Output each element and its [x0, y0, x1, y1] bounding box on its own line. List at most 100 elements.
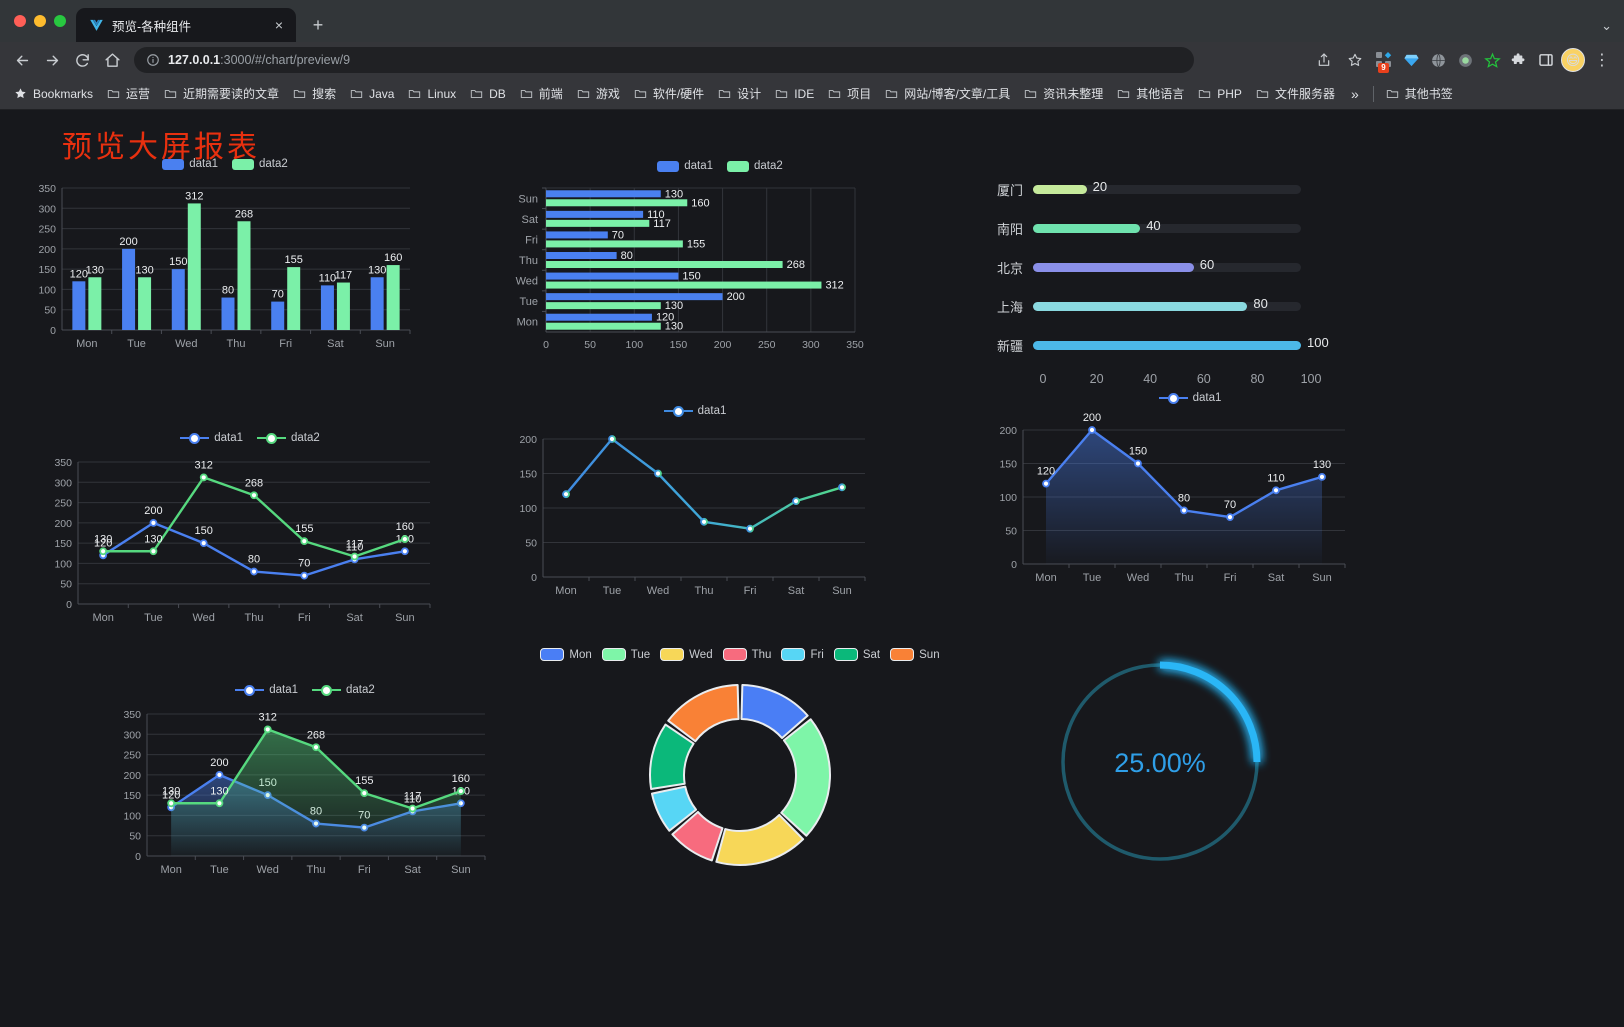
- url-host: 127.0.0.1: [168, 53, 221, 67]
- donut-slice[interactable]: [650, 785, 698, 832]
- bookmark-folder[interactable]: 软件/硬件: [628, 82, 710, 105]
- legend-item[interactable]: data1: [663, 405, 726, 417]
- bookmark-folder[interactable]: 前端: [514, 82, 569, 105]
- legend-item[interactable]: data1: [180, 432, 243, 444]
- bookmark-folder[interactable]: 搜索: [287, 82, 342, 105]
- browser-tab[interactable]: 预览-各种组件 ×: [76, 8, 296, 42]
- svg-text:350: 350: [123, 709, 141, 721]
- svg-text:130: 130: [665, 321, 683, 333]
- close-tab-button[interactable]: ×: [274, 17, 284, 33]
- area-single-chart: 0 50 100 150 200 Mon Tue Wed Thu Fri Sat Sun 120 200 1…: [999, 412, 1346, 584]
- bookmark-folder-label: Linux: [427, 86, 457, 101]
- legend-item[interactable]: data1: [657, 160, 713, 172]
- folder-icon: [885, 87, 899, 101]
- forward-button[interactable]: [38, 46, 66, 74]
- bookmarks-overflow-button[interactable]: »: [1350, 85, 1359, 102]
- side-panel-icon[interactable]: [1534, 48, 1558, 72]
- svg-text:160: 160: [384, 252, 402, 264]
- bookmark-folder[interactable]: Java: [344, 84, 400, 104]
- donut-slice[interactable]: [671, 810, 724, 862]
- bookmark-folder[interactable]: 游戏: [571, 82, 626, 105]
- svg-text:80: 80: [248, 554, 260, 566]
- globe-extension-icon[interactable]: [1426, 48, 1450, 72]
- bookmark-folder[interactable]: 近期需要读的文章: [158, 82, 285, 105]
- progress-value: 20: [1092, 179, 1108, 194]
- svg-text:Tue: Tue: [210, 864, 229, 876]
- bookmark-folder[interactable]: 运营: [101, 82, 156, 105]
- legend-item[interactable]: Thu: [722, 648, 771, 661]
- vue-logo-icon: [88, 17, 104, 33]
- progress-row: 上海 80: [985, 287, 1405, 326]
- reload-button[interactable]: [68, 46, 96, 74]
- bar: [546, 261, 783, 268]
- legend-item[interactable]: data2: [727, 160, 783, 172]
- site-info-icon[interactable]: [146, 53, 160, 67]
- bookmark-folder[interactable]: 其他语言: [1111, 82, 1190, 105]
- progress-label: 南阳: [996, 223, 1023, 238]
- legend-item[interactable]: Wed: [660, 648, 713, 661]
- close-window-button[interactable]: [14, 15, 26, 27]
- bookmark-folder[interactable]: 网站/博客/文章/工具: [879, 82, 1016, 105]
- bookmark-folder[interactable]: 文件服务器: [1250, 82, 1341, 105]
- legend-swatch: [781, 648, 806, 661]
- donut-slice[interactable]: [740, 684, 809, 740]
- minimize-window-button[interactable]: [34, 15, 46, 27]
- legend-item[interactable]: data2: [312, 684, 375, 696]
- legend-item[interactable]: Mon: [540, 648, 592, 661]
- circle-extension-icon[interactable]: [1453, 48, 1477, 72]
- donut-slice[interactable]: [780, 718, 831, 837]
- bookmark-folder[interactable]: IDE: [769, 84, 820, 104]
- bookmark-folder[interactable]: DB: [464, 84, 512, 104]
- legend-item[interactable]: data2: [232, 158, 288, 170]
- legend-item[interactable]: Tue: [601, 648, 650, 661]
- share-icon[interactable]: [1310, 46, 1338, 74]
- folder-icon: [1198, 87, 1212, 101]
- profile-avatar[interactable]: 😄: [1561, 48, 1585, 72]
- progress-value: 60: [1199, 257, 1215, 272]
- bookmark-folder[interactable]: 设计: [712, 82, 767, 105]
- bookmark-star-icon[interactable]: [1341, 46, 1369, 74]
- bookmark-folder[interactable]: Linux: [402, 84, 462, 104]
- back-button[interactable]: [8, 46, 36, 74]
- maximize-window-button[interactable]: [54, 15, 66, 27]
- svg-text:160: 160: [396, 521, 414, 533]
- legend-item[interactable]: data1: [235, 684, 298, 696]
- bookmark-folder-label: DB: [489, 86, 506, 101]
- bookmark-root[interactable]: Bookmarks: [8, 84, 99, 104]
- extension-badge-count: 9: [1378, 63, 1389, 73]
- svg-text:0: 0: [66, 599, 72, 611]
- data-point: [654, 469, 662, 478]
- new-tab-button[interactable]: +: [312, 15, 324, 35]
- progress-value: 80: [1253, 296, 1268, 311]
- legend-item[interactable]: data1: [162, 158, 218, 170]
- donut-slice[interactable]: [715, 813, 805, 866]
- bar: [546, 219, 650, 227]
- legend-item[interactable]: Sun: [890, 648, 940, 661]
- home-button[interactable]: [98, 46, 126, 74]
- diamond-extension-icon[interactable]: [1399, 48, 1423, 72]
- tab-list-menu-icon[interactable]: ⌄: [1601, 18, 1612, 33]
- legend-item[interactable]: Sat: [833, 648, 880, 661]
- bookmark-folder[interactable]: 项目: [822, 82, 877, 105]
- bar: [546, 272, 679, 280]
- svg-text:70: 70: [612, 229, 624, 241]
- star-extension-icon[interactable]: [1480, 48, 1504, 72]
- bookmark-folder[interactable]: 资讯未整理: [1018, 82, 1109, 105]
- extension-grid-icon[interactable]: 9: [1372, 48, 1396, 73]
- legend-item[interactable]: data1: [1158, 392, 1221, 404]
- donut-slice[interactable]: [667, 684, 740, 743]
- donut-slice[interactable]: [649, 723, 695, 791]
- svg-text:300: 300: [802, 339, 820, 351]
- svg-text:150: 150: [519, 469, 537, 481]
- legend-item[interactable]: Fri: [781, 648, 824, 661]
- legend-item[interactable]: data2: [257, 432, 320, 444]
- browser-menu-icon[interactable]: ⋮: [1594, 52, 1610, 69]
- puzzle-extension-icon[interactable]: [1507, 48, 1531, 72]
- data-point: [360, 789, 369, 798]
- bookmark-folder[interactable]: PHP: [1192, 84, 1248, 104]
- svg-text:Thu: Thu: [245, 612, 264, 624]
- star-icon: [14, 87, 28, 101]
- svg-text:300: 300: [123, 729, 141, 741]
- address-bar[interactable]: 127.0.0.1:3000/#/chart/preview/9: [134, 47, 1194, 73]
- bookmark-other[interactable]: 其他书签: [1380, 82, 1459, 105]
